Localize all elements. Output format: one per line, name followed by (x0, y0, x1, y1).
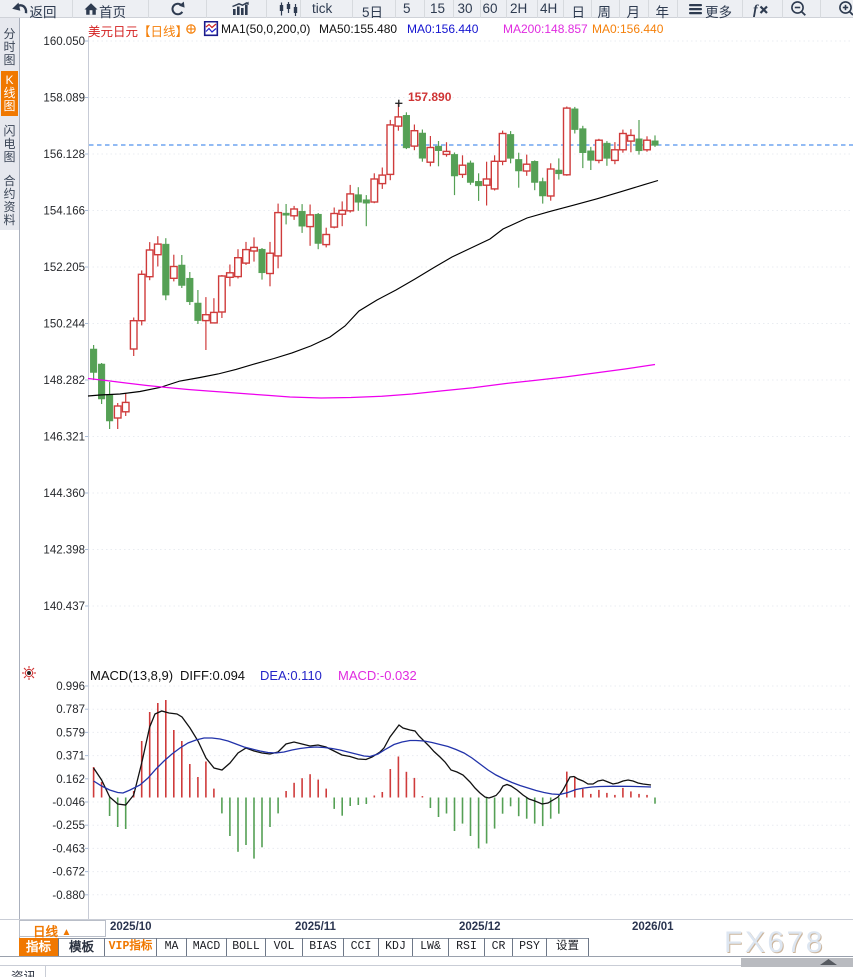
svg-text:146.321: 146.321 (43, 432, 85, 444)
svg-text:-0.880: -0.880 (52, 890, 85, 902)
svg-text:0.996: 0.996 (56, 681, 85, 693)
svg-text:154.166: 154.166 (43, 206, 85, 218)
svg-text:156.128: 156.128 (43, 149, 85, 161)
svg-text:-0.672: -0.672 (52, 867, 85, 879)
svg-text:158.089: 158.089 (43, 93, 85, 105)
svg-text:140.437: 140.437 (43, 601, 85, 613)
svg-text:0.787: 0.787 (56, 704, 85, 716)
svg-text:-0.463: -0.463 (52, 843, 85, 855)
svg-text:152.205: 152.205 (43, 262, 85, 274)
svg-text:157.890: 157.890 (408, 90, 452, 104)
svg-text:144.360: 144.360 (43, 488, 85, 500)
svg-text:f: f (753, 3, 759, 18)
svg-text:-0.046: -0.046 (52, 797, 85, 809)
svg-text:-0.255: -0.255 (52, 820, 85, 832)
svg-text:0.371: 0.371 (56, 751, 85, 763)
svg-text:148.282: 148.282 (43, 375, 85, 387)
svg-text:0.579: 0.579 (56, 727, 85, 739)
svg-text:142.398: 142.398 (43, 545, 85, 557)
svg-text:160.050: 160.050 (43, 36, 85, 48)
svg-text:0.162: 0.162 (56, 774, 85, 786)
svg-text:150.244: 150.244 (43, 319, 85, 331)
